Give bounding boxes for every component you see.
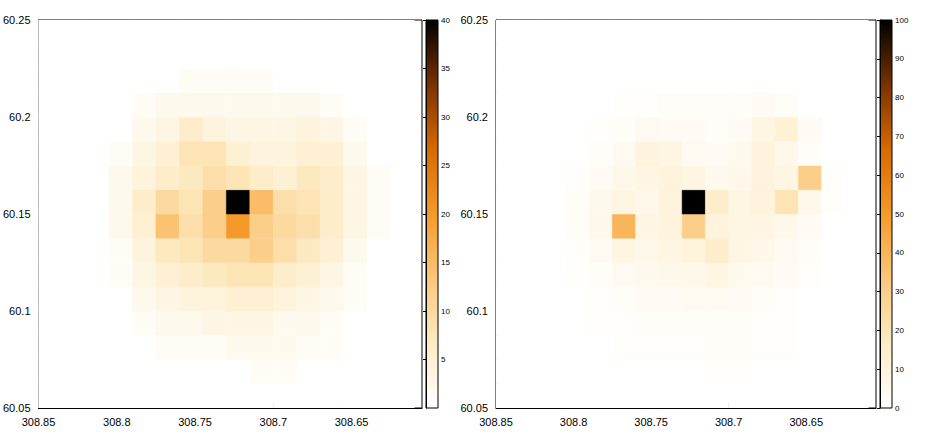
svg-text:308.75: 308.75 [178,416,212,428]
svg-text:40: 40 [441,16,450,25]
svg-text:308.85: 308.85 [22,416,56,428]
svg-text:10: 10 [895,365,904,374]
svg-text:30: 30 [441,113,450,122]
svg-text:60.2: 60.2 [467,111,488,123]
svg-text:308.65: 308.65 [335,416,369,428]
svg-text:60.05: 60.05 [3,402,31,414]
svg-text:60.1: 60.1 [9,305,30,317]
svg-text:5: 5 [441,355,446,364]
svg-text:20: 20 [441,210,450,219]
svg-text:308.7: 308.7 [260,416,288,428]
svg-text:308.8: 308.8 [560,416,588,428]
svg-text:308.7: 308.7 [715,416,743,428]
svg-text:60.15: 60.15 [460,208,488,220]
svg-text:308.8: 308.8 [103,416,131,428]
svg-text:80: 80 [895,93,904,102]
svg-text:60.25: 60.25 [460,14,488,26]
svg-text:60.25: 60.25 [3,14,31,26]
svg-text:15: 15 [441,258,450,267]
svg-text:70: 70 [895,132,904,141]
svg-text:50: 50 [895,210,904,219]
svg-text:35: 35 [441,64,450,73]
svg-text:25: 25 [441,161,450,170]
svg-text:100: 100 [895,16,909,25]
svg-text:0: 0 [895,404,900,413]
svg-text:10: 10 [441,307,450,316]
svg-text:60: 60 [895,171,904,180]
svg-text:60.05: 60.05 [460,402,488,414]
svg-text:60.15: 60.15 [3,208,31,220]
svg-text:60.2: 60.2 [9,111,30,123]
svg-text:30: 30 [895,287,904,296]
svg-text:20: 20 [895,326,904,335]
svg-text:308.65: 308.65 [789,416,823,428]
svg-text:308.75: 308.75 [634,416,668,428]
svg-text:308.85: 308.85 [479,416,513,428]
svg-text:90: 90 [895,54,904,63]
svg-text:60.1: 60.1 [467,305,488,317]
svg-text:40: 40 [895,248,904,257]
